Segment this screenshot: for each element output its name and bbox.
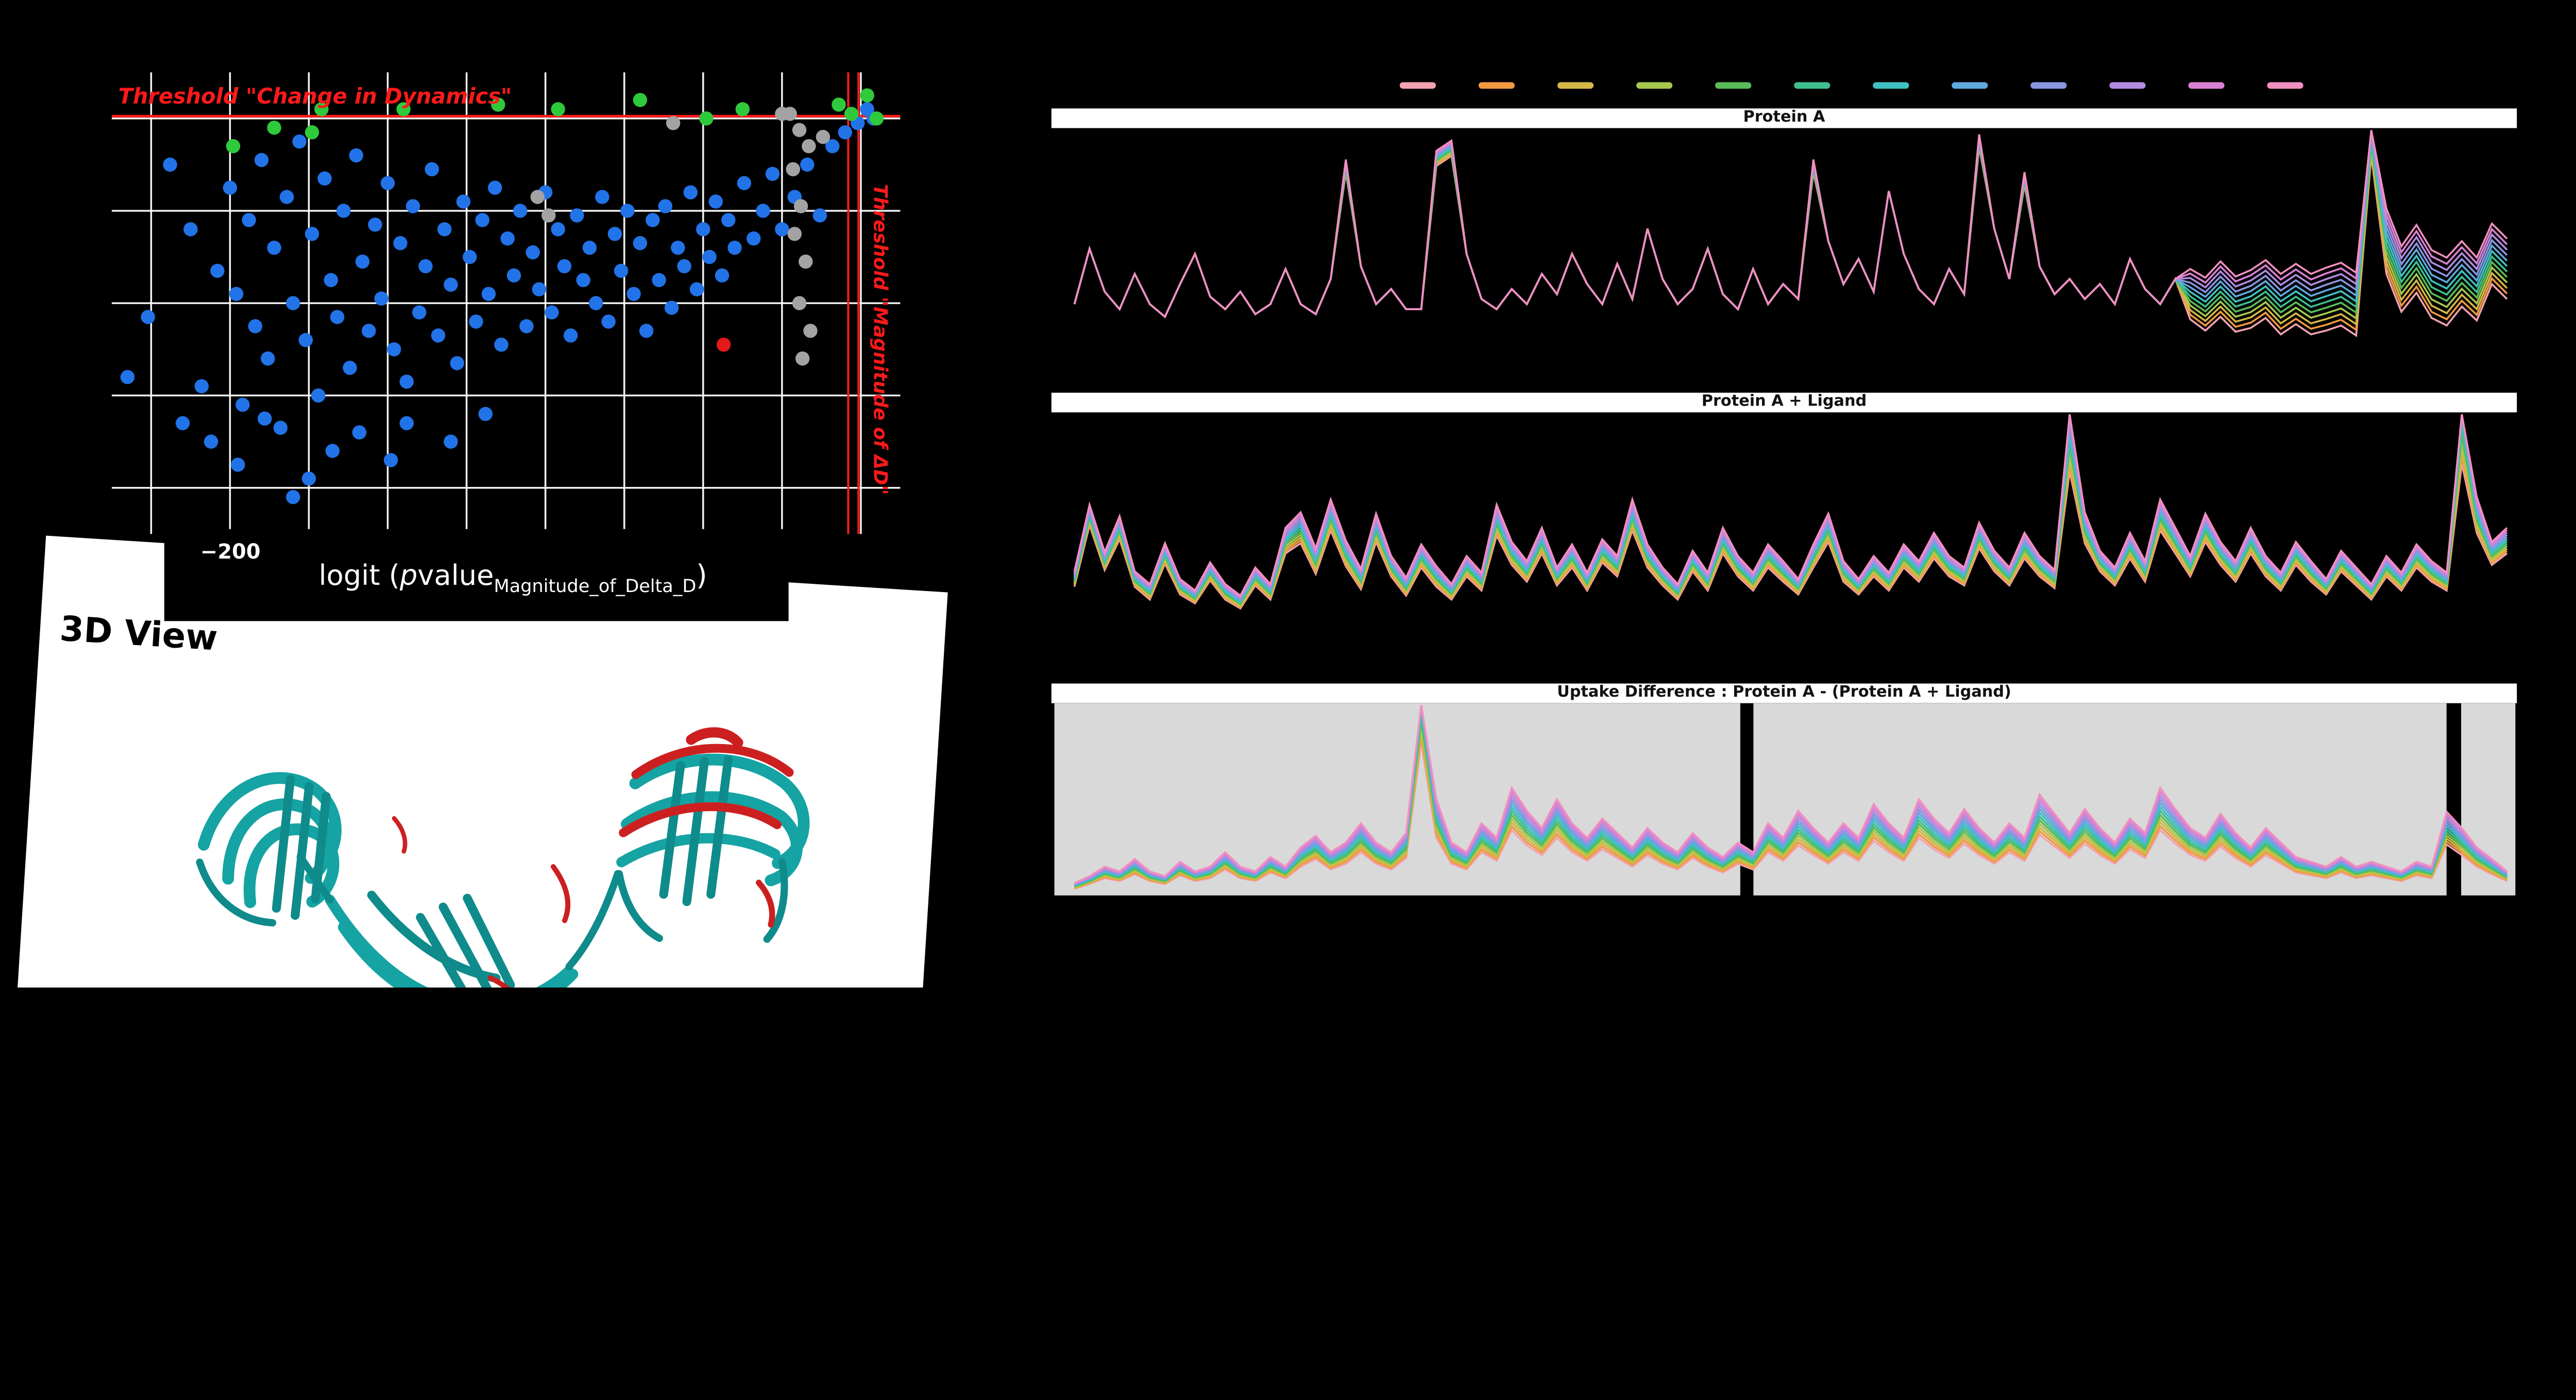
volcano-points-no-significant-change (120, 102, 881, 504)
uptake-series-line-4 (1073, 442, 2508, 606)
uptake-series-line-7 (1073, 139, 2508, 318)
volcano-x-axis-label: logit (pvalueMagnitude_of_Delta_D) (319, 560, 707, 597)
uptake-series-line-12 (1074, 705, 2508, 884)
uptake-series-line-12 (1073, 130, 2508, 318)
uptake-series-line-5 (1073, 435, 2508, 605)
legend-swatch-2[interactable] (1478, 82, 1515, 89)
uptake-series-line-5 (1074, 720, 2507, 888)
uptake-series-line-11 (1074, 705, 2508, 885)
uptake-series-line-4 (1074, 726, 2507, 888)
uptake-difference-chart[interactable] (1051, 703, 2517, 896)
legend-swatch-4[interactable] (1636, 82, 1673, 89)
uptake-series-line-3 (1074, 731, 2507, 889)
legend-swatch-5[interactable] (1715, 82, 1752, 89)
uptake-series-line-10 (1074, 705, 2508, 885)
structure-3d-panel: 3D View (15, 535, 948, 988)
uptake-series-line-3 (1073, 449, 2508, 608)
volcano-plot-panel: Threshold "Change in Dynamics" Threshold… (111, 72, 901, 534)
panel-title-uptake-difference: Uptake Difference : Protein A - (Protein… (1051, 683, 2517, 703)
protein-ribbon-canvas[interactable] (81, 664, 907, 988)
hdx-analysis-dashboard: Threshold "Change in Dynamics" Threshold… (15, 0, 2517, 988)
uptake-series-line-2 (1074, 736, 2507, 889)
ribbon-red-highlights (392, 727, 794, 988)
x-label-value: value (417, 560, 494, 594)
x-label-p: p (399, 560, 418, 594)
legend-swatch-6[interactable] (1794, 82, 1831, 89)
threshold-dynamics-label: Threshold "Change in Dynamics" (118, 85, 512, 110)
uptake-chart-protein-a-canvas (1073, 130, 2508, 338)
uptake-series-line-1 (1074, 741, 2507, 890)
ribbon-teal-strands (196, 753, 810, 988)
x-label-close: ) (696, 560, 707, 594)
uptake-series-line-2 (1073, 456, 2508, 609)
uptake-series-line-7 (1073, 421, 2508, 603)
threshold-magnitude-label: Threshold "Magnitude of ΔD" (869, 184, 892, 495)
uptake-difference-chart-canvas (1054, 703, 2516, 896)
volcano-points-above-magnitude-threshold (530, 107, 831, 366)
uptake-series-line-9 (1074, 705, 2508, 886)
volcano-x-tick: −200 (200, 538, 261, 564)
x-label-subscript: Magnitude_of_Delta_D (494, 576, 697, 597)
uptake-chart-protein-a-ligand[interactable] (1051, 412, 2517, 669)
uptake-series-line-7 (1074, 710, 2508, 887)
legend-swatch-1[interactable] (1399, 82, 1436, 89)
volcano-x-axis-area (164, 529, 789, 621)
uptake-series-line-1 (1073, 147, 2508, 338)
uptake-series-line-12 (1073, 414, 2508, 597)
coverage-band (1054, 703, 1740, 896)
volcano-scatter-canvas[interactable] (111, 72, 901, 534)
uptake-series-line-8 (1073, 136, 2508, 318)
uptake-chart-protein-a-ligand-canvas (1073, 414, 2508, 610)
timepoint-legend (1399, 82, 2303, 89)
legend-swatch-7[interactable] (1873, 82, 1909, 89)
panel-title-protein-a: Protein A (1051, 108, 2517, 128)
panel-title-protein-a-ligand: Protein A + Ligand (1051, 393, 2517, 413)
volcano-points-significant-change-in-dynamics (226, 88, 884, 154)
uptake-series-line-1 (1073, 463, 2508, 610)
uptake-series-line-2 (1073, 145, 2508, 332)
legend-swatch-10[interactable] (2109, 82, 2146, 89)
uptake-series-line-8 (1074, 705, 2508, 886)
uptake-series-line-8 (1073, 414, 2508, 602)
volcano-threshold-lines (111, 72, 901, 534)
uptake-plots-column: Protein A Protein A + Ligand Uptake Diff… (1051, 0, 2517, 987)
volcano-points-significant-both (716, 338, 731, 352)
x-label-prefix: logit ( (318, 560, 400, 594)
legend-swatch-9[interactable] (2030, 82, 2067, 89)
legend-swatch-8[interactable] (1952, 82, 1988, 89)
uptake-chart-protein-a[interactable] (1051, 128, 2517, 380)
legend-swatch-3[interactable] (1557, 82, 1594, 89)
uptake-series-line-3 (1073, 144, 2508, 326)
uptake-series-line-6 (1073, 428, 2508, 604)
legend-swatch-12[interactable] (2267, 82, 2303, 89)
uptake-series-line-6 (1074, 715, 2508, 887)
legend-swatch-11[interactable] (2188, 82, 2225, 89)
